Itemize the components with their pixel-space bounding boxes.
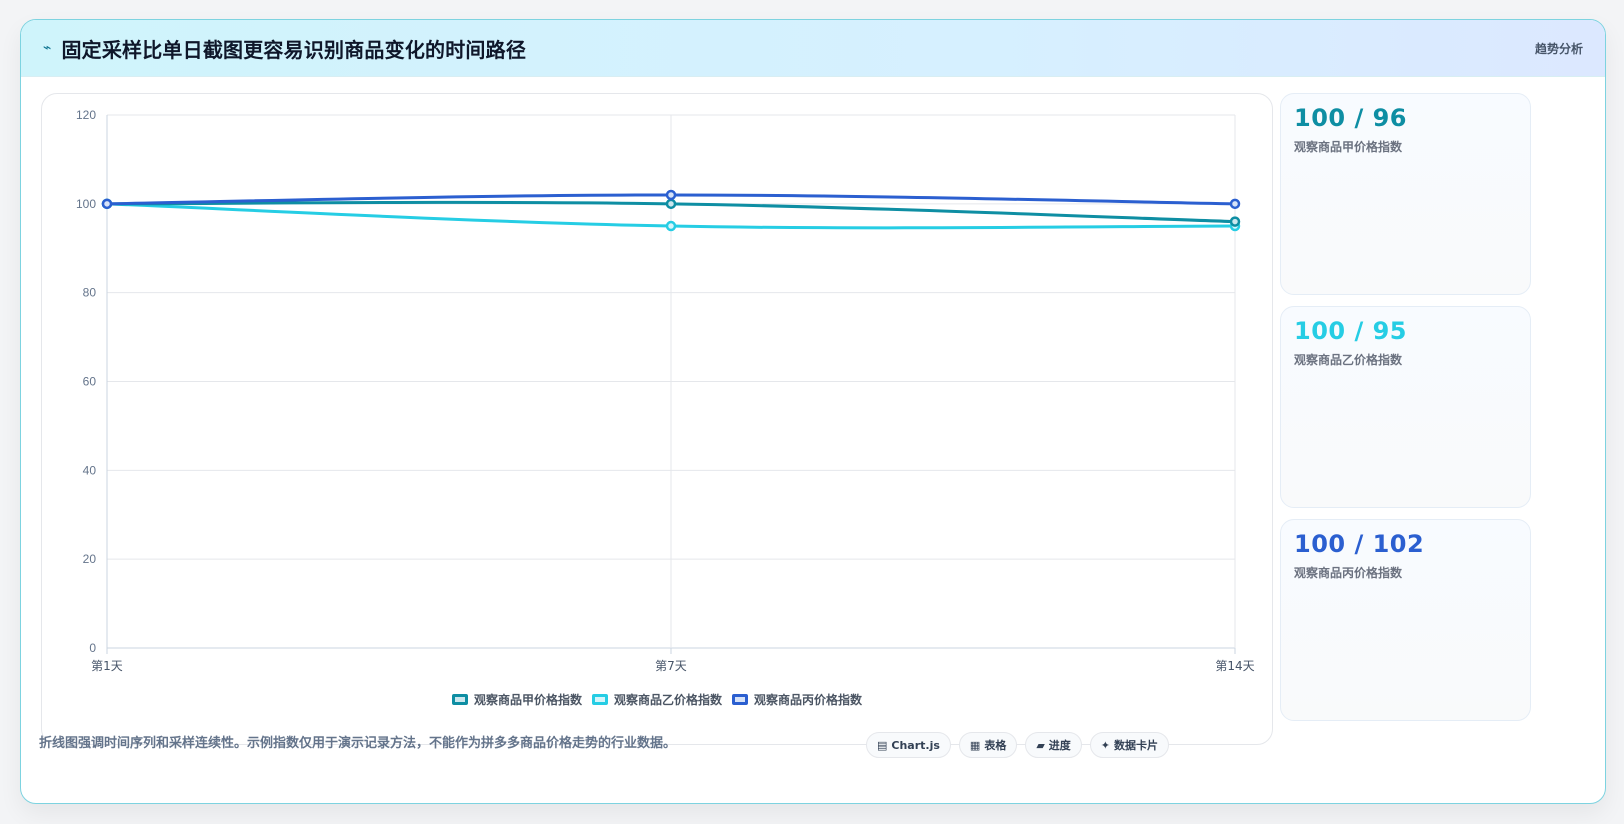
legend-label: 观察商品乙价格指数 (613, 692, 722, 707)
legend-swatch (732, 693, 748, 705)
stat-card-a: 100 / 96 观察商品甲价格指数 (1280, 93, 1531, 295)
line-chart: 0 20 40 60 80 100 120 第1天 第7天 第14天 (76, 108, 1255, 673)
data-point (1229, 216, 1241, 227)
stat-label: 观察商品乙价格指数 (1294, 353, 1403, 367)
y-tick-label: 120 (76, 108, 96, 122)
lightning-icon: ⌁ (43, 40, 52, 56)
legend-item-b[interactable]: 观察商品乙价格指数 (591, 691, 722, 708)
title-wrap: ⌁ 固定采样比单日截图更容易识别商品变化的时间路径 (43, 20, 526, 76)
y-tick-label: 100 (76, 197, 96, 211)
card-header: ⌁ 固定采样比单日截图更容易识别商品变化的时间路径 趋势分析 (21, 20, 1605, 77)
progress-label: 进度 (1048, 739, 1071, 752)
chartjs-button[interactable]: ▤ Chart.js (866, 732, 951, 758)
y-tick-label: 20 (83, 552, 97, 566)
data-point (1229, 198, 1241, 210)
stat-value: 100 / 102 (1294, 530, 1425, 558)
chartjs-label: Chart.js (891, 738, 940, 752)
table-icon: ▦ (969, 738, 981, 752)
stat-label: 观察商品丙价格指数 (1294, 566, 1403, 580)
chart-legend[interactable]: 观察商品甲价格指数 观察商品乙价格指数 观察商品丙价格指数 (42, 689, 1272, 709)
x-tick-label: 第7天 (655, 659, 687, 673)
data-point (101, 198, 113, 210)
stat-card-b: 100 / 95 观察商品乙价格指数 (1280, 306, 1531, 508)
chart-panel: 0 20 40 60 80 100 120 第1天 第7天 第14天 观察商品甲价格指数 观察商品… (41, 93, 1273, 745)
data-card-label: 数据卡片 (1114, 739, 1159, 752)
section-tag: 趋势分析 (1534, 41, 1583, 56)
x-tick-label: 第1天 (91, 659, 123, 673)
legend-label: 观察商品丙价格指数 (754, 692, 863, 707)
progress-button[interactable]: ▰ 进度 (1025, 732, 1082, 758)
card-icon: ✦ (1100, 738, 1111, 752)
footer-note: 折线图强调时间序列和采样连续性。示例指数仅用于演示记录方法，不能作为拼多多商品价… (39, 736, 677, 751)
chart-icon: ▤ (877, 738, 888, 752)
data-point (665, 220, 677, 232)
view-buttons: ▤ Chart.js ▦ 表格 ▰ 进度 ✦ 数据卡片 (866, 732, 1170, 758)
data-point (665, 198, 677, 210)
progress-icon: ▰ (1036, 738, 1045, 752)
data-card-button[interactable]: ✦ 数据卡片 (1089, 732, 1170, 758)
legend-item-a[interactable]: 观察商品甲价格指数 (451, 691, 582, 708)
y-tick-label: 80 (83, 286, 97, 300)
main-card: ⌁ 固定采样比单日截图更容易识别商品变化的时间路径 趋势分析 0 20 40 60 80… (20, 19, 1606, 804)
y-tick-label: 60 (83, 375, 97, 389)
table-label: 表格 (984, 739, 1007, 752)
y-tick-label: 0 (89, 641, 96, 655)
data-point (665, 189, 677, 201)
legend-swatch (451, 693, 468, 705)
stat-label: 观察商品甲价格指数 (1294, 140, 1403, 154)
x-tick-label: 第14天 (1215, 659, 1254, 673)
stat-card-c: 100 / 102 观察商品丙价格指数 (1280, 519, 1531, 721)
stat-value: 100 / 96 (1294, 104, 1407, 132)
legend-label: 观察商品甲价格指数 (473, 692, 582, 707)
table-button[interactable]: ▦ 表格 (958, 732, 1018, 758)
legend-item-c[interactable]: 观察商品丙价格指数 (732, 691, 862, 708)
legend-swatch (591, 693, 608, 705)
stat-value: 100 / 95 (1294, 317, 1407, 345)
y-tick-label: 40 (83, 463, 97, 477)
page-title: 固定采样比单日截图更容易识别商品变化的时间路径 (61, 37, 527, 62)
